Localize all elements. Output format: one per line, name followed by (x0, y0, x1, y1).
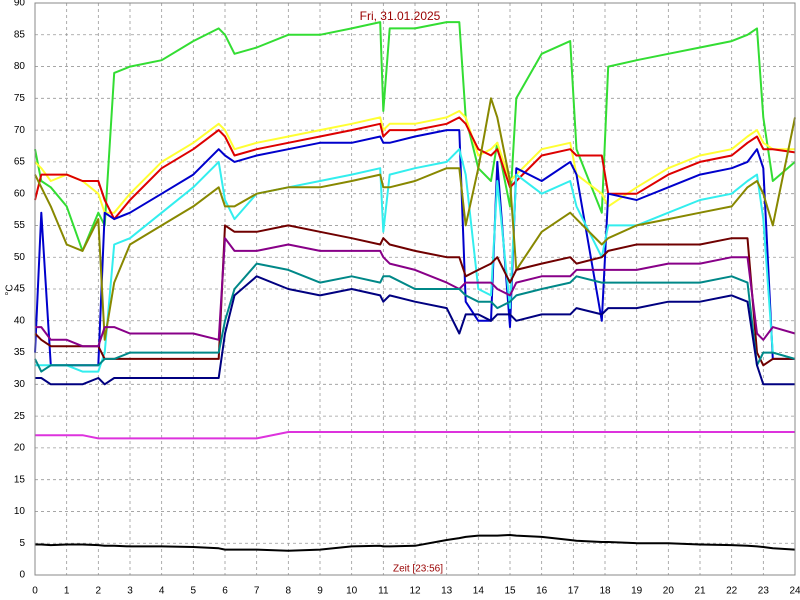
y-tick-label: 60 (14, 188, 26, 199)
x-tick-label: 22 (726, 586, 738, 597)
x-tick-label: 3 (127, 586, 133, 597)
series-line (35, 275, 795, 386)
x-tick-label: 13 (441, 586, 453, 597)
series-line (34, 262, 796, 373)
x-tick-label: 9 (317, 586, 323, 597)
y-tick-label: 85 (14, 29, 26, 40)
x-tick-label: 15 (504, 586, 516, 597)
series-line (35, 431, 795, 440)
x-tick-label: 20 (663, 586, 675, 597)
x-tick-label: 2 (96, 586, 102, 597)
y-axis-label: °C (5, 284, 16, 295)
y-tick-label: 55 (14, 220, 26, 231)
y-tick-label: 0 (19, 570, 25, 581)
series-line (34, 97, 796, 341)
lines (34, 21, 796, 552)
x-tick-label: 17 (568, 586, 580, 597)
x-tick-label: 16 (536, 586, 548, 597)
x-tick-label: 7 (254, 586, 260, 597)
plot-frame (34, 2, 796, 576)
y-tick-label: 5 (19, 538, 25, 549)
y-tick-label: 25 (14, 411, 26, 422)
x-tick-label: 10 (346, 586, 358, 597)
y-tick-label: 30 (14, 379, 26, 390)
series-line (34, 21, 796, 252)
series-line (35, 148, 796, 373)
x-tick-label: 23 (758, 586, 770, 597)
chart-title: Fri, 31.01.2025 (360, 9, 441, 23)
y-tick-label: 75 (14, 93, 26, 104)
series-line (35, 534, 796, 552)
series-line (34, 129, 795, 367)
x-tick-label: 19 (631, 586, 643, 597)
y-tick-label: 50 (14, 252, 26, 263)
x-tick-label: 8 (286, 586, 292, 597)
x-tick-label: 12 (409, 586, 421, 597)
x-tick-label: 0 (32, 586, 38, 597)
x-tick-label: 11 (378, 586, 389, 597)
y-tick-label: 45 (14, 284, 26, 295)
y-tick-label: 70 (14, 125, 26, 136)
x-tick-label: 21 (694, 586, 706, 597)
x-axis-label: Zeit [23:56] (393, 564, 443, 575)
x-tick-label: 1 (64, 586, 70, 597)
y-tick-label: 40 (14, 315, 26, 326)
y-tick-label: 35 (14, 347, 26, 358)
y-tick-label: 90 (14, 0, 26, 9)
series-line (34, 110, 795, 214)
x-tick-label: 18 (599, 586, 611, 597)
y-tick-label: 10 (14, 506, 26, 517)
x-tick-label: 14 (473, 586, 485, 597)
x-tick-label: 5 (191, 586, 197, 597)
x-tick-label: 4 (159, 586, 165, 597)
y-tick-label: 20 (14, 443, 26, 454)
y-tick-label: 15 (14, 474, 26, 485)
y-tick-label: 80 (14, 61, 26, 72)
y-tick-label: 65 (14, 157, 26, 168)
series-line (35, 237, 796, 348)
x-tick-label: 6 (222, 586, 228, 597)
x-tick-label: 24 (789, 586, 800, 597)
series-line (34, 116, 796, 221)
